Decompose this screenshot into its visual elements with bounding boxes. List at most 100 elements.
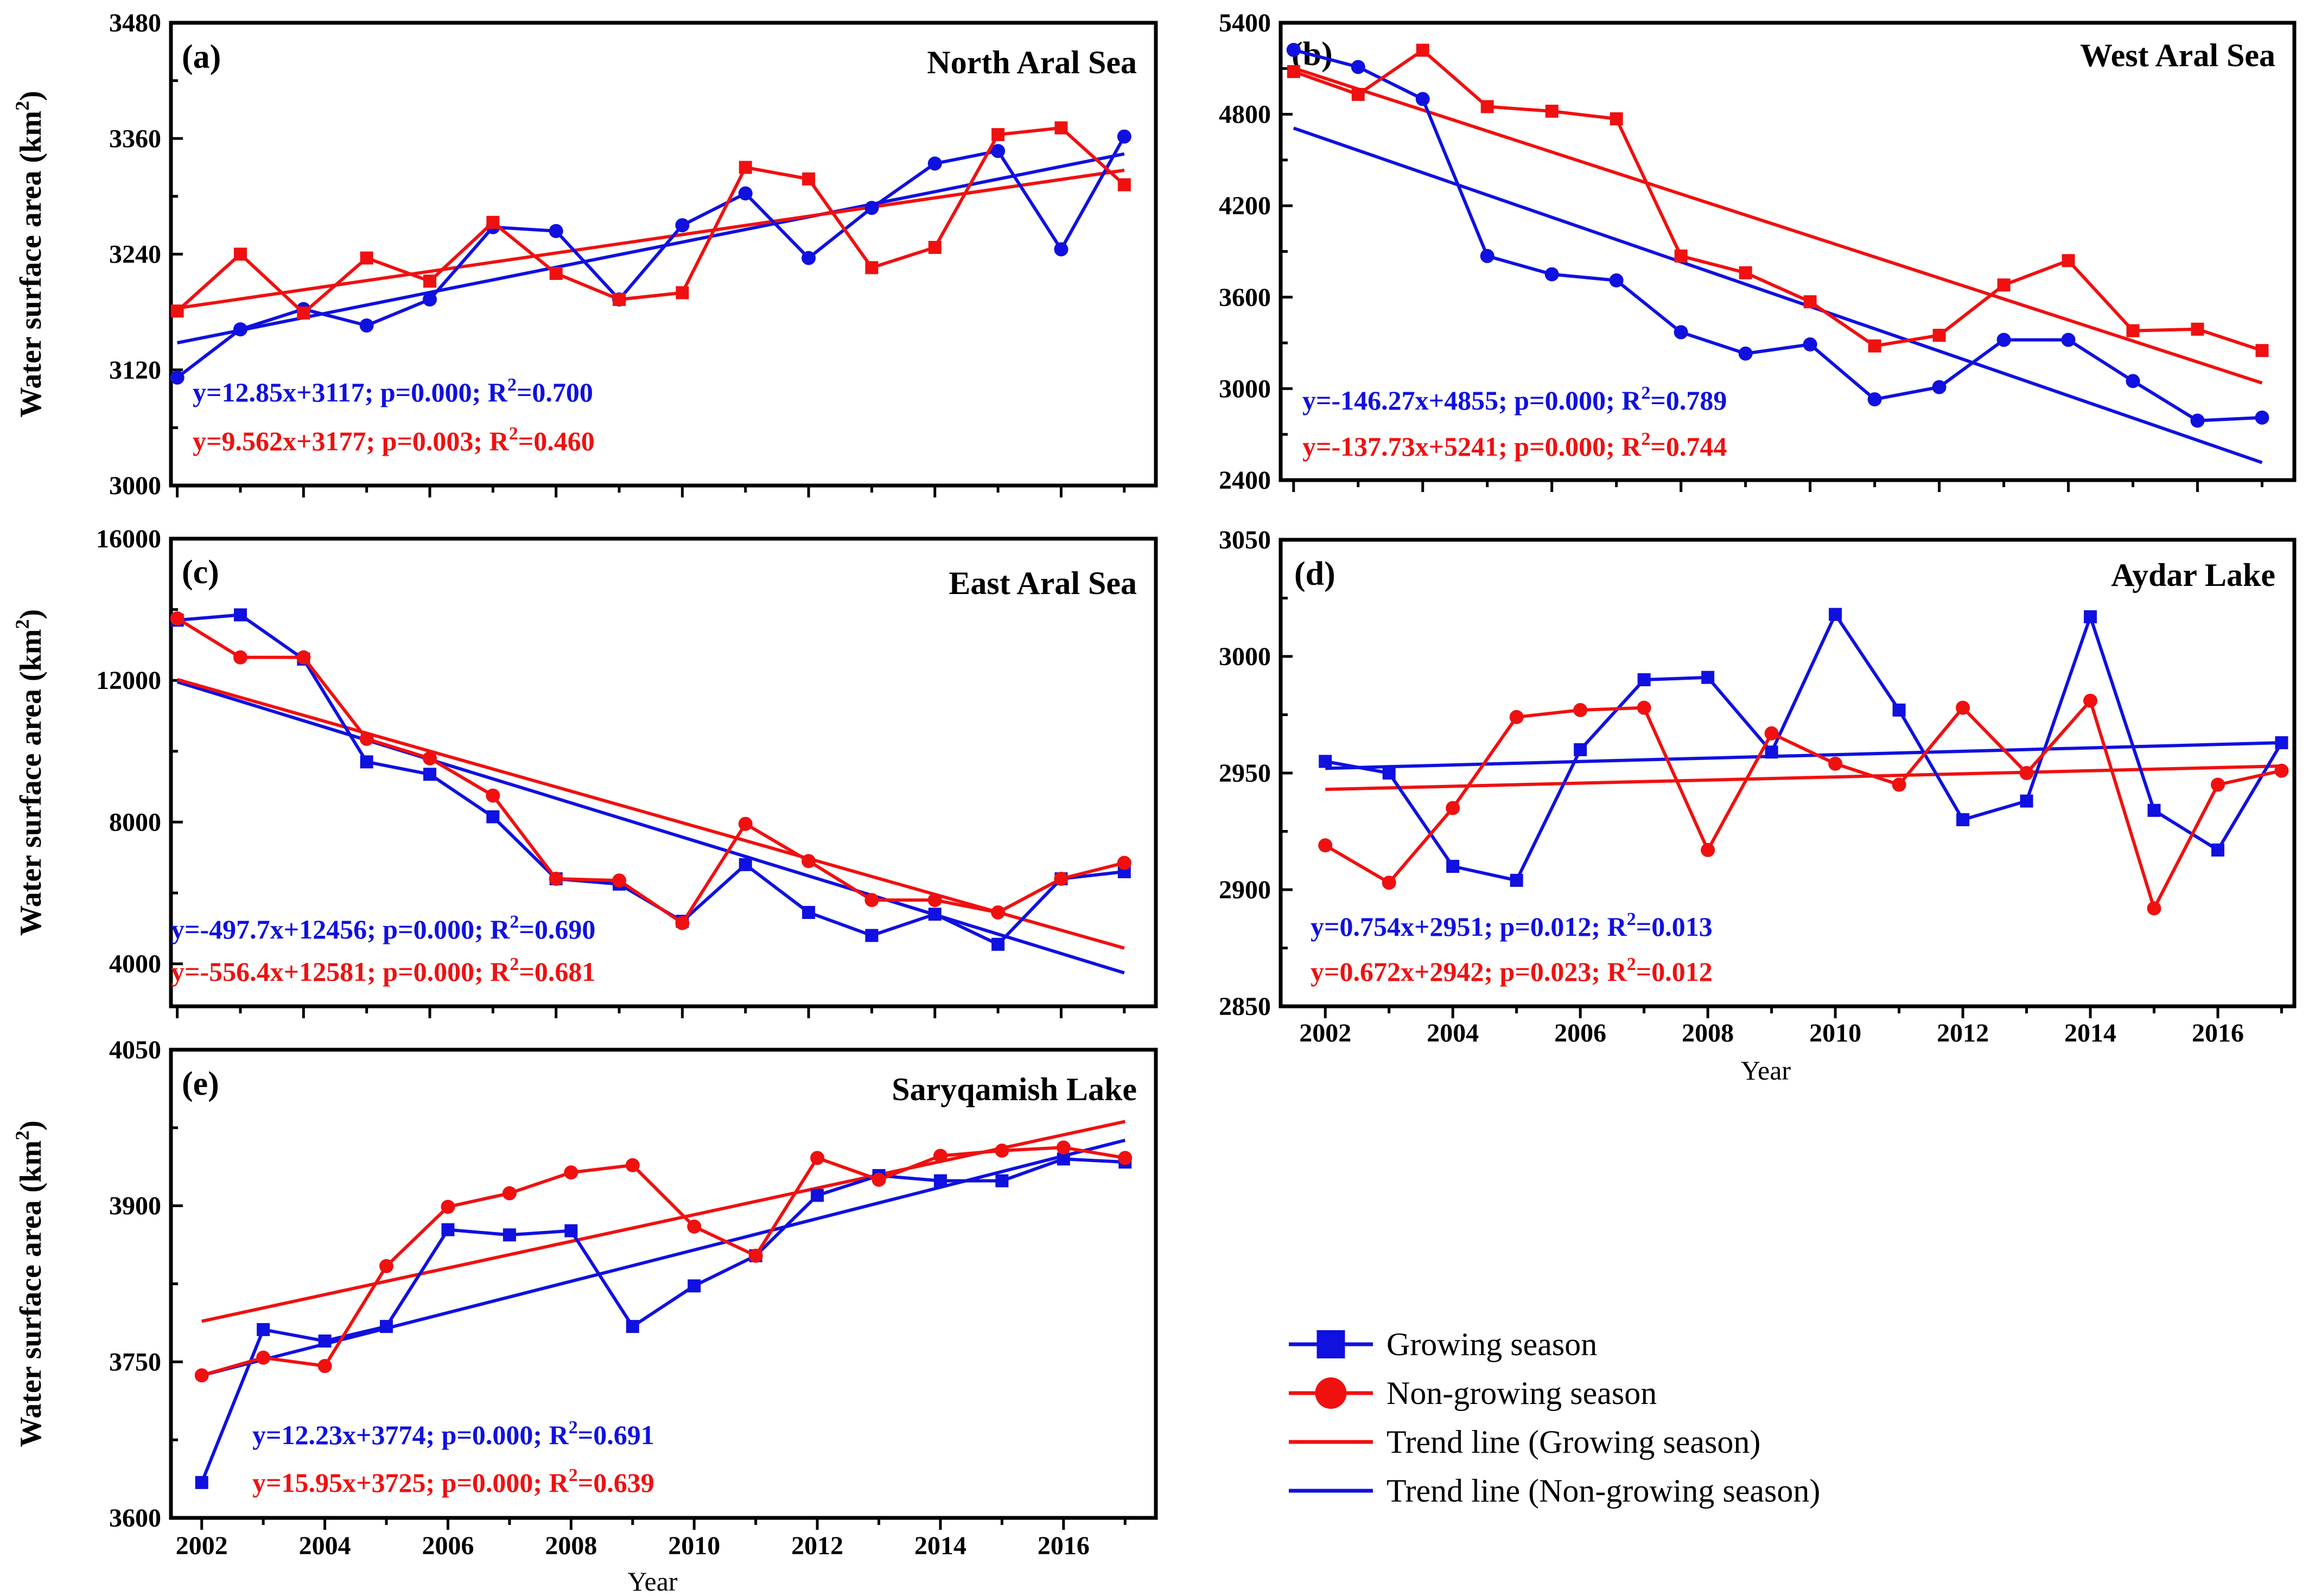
panel-a-point-blue (549, 224, 563, 238)
panel-d-series-line-red (1324, 699, 2282, 910)
panel-e-ytick-label: 3600 (109, 1504, 161, 1533)
equation-sup: 2 (569, 1418, 578, 1438)
panel-b-point-blue (2190, 413, 2205, 428)
panel-a-point-blue (359, 318, 374, 333)
panel-e: 3600 3750 3900 4050 2002 2004 2006 2008 2010 2012… (11, 1036, 1158, 1596)
panel-c-point-red (991, 905, 1006, 920)
panel-d-ytick-label: 2900 (1219, 876, 1271, 904)
panel-a-point-red (739, 161, 752, 174)
panel-c-series-line-blue (177, 613, 1125, 946)
panel-e-xtick-label: 2002 (176, 1531, 228, 1560)
panel-b-trend-line-red (1293, 66, 2263, 385)
panel-d-point-blue (1574, 743, 1587, 756)
panel-b-point-blue (2126, 374, 2140, 388)
panel-d-point-blue (2020, 794, 2033, 808)
panel-d-point-blue (1382, 767, 1396, 780)
panel-c-point-red (927, 893, 942, 908)
panel-b-point-blue (2061, 333, 2076, 347)
panel-e-point-blue (995, 1174, 1009, 1188)
panel-e-title: Saryqamish Lake (892, 1071, 1137, 1107)
panel-d-ytick-label: 2850 (1219, 992, 1271, 1021)
panel-b-point-red (1416, 43, 1429, 57)
y-axis-label-close: ) (14, 1120, 48, 1131)
panel-b-point-red (1610, 112, 1623, 126)
equation-value: =0.700 (517, 377, 593, 407)
panel-e-series-line-blue (200, 1157, 1125, 1483)
panel-c-y-axis-label: Water surface area (km2) (11, 609, 48, 936)
panel-b-point-blue (1674, 325, 1688, 340)
panel-e-point-red (872, 1172, 886, 1187)
panel-d-trend-line-red (1325, 764, 2282, 791)
panel-a-point-red (865, 261, 879, 274)
panel-e-point-blue (933, 1174, 947, 1188)
panel-a-ytick-label: 3120 (109, 356, 161, 385)
y-axis-label-sup: 2 (11, 620, 33, 629)
panel-b-point-blue (1738, 346, 1753, 361)
panel-c-equation-red: y=-556.4x+12581; p=0.000; R2=0.681 (171, 954, 595, 987)
panel-d-point-red (1446, 801, 1460, 815)
panel-e-point-red (1118, 1151, 1133, 1165)
panel-c-equation-blue: y=-497.7x+12456; p=0.000; R2=0.690 (171, 912, 595, 944)
panel-d-point-blue (1892, 703, 1906, 717)
equation-sup: 2 (569, 1465, 578, 1485)
panel-a-series-line-red (176, 126, 1125, 315)
panel-d-equation-red: y=0.672x+2942; p=0.023; R2=0.012 (1311, 954, 1713, 987)
equation-text: y=0.754x+2951; p=0.012; R (1311, 911, 1627, 942)
panel-c-ytick-label: 8000 (109, 808, 161, 837)
legend-label: Trend line (Non-growing season) (1386, 1473, 1820, 1509)
panel-a-point-blue (170, 370, 185, 385)
panel-a-point-red (991, 128, 1005, 142)
panel-e-point-red (256, 1350, 271, 1365)
equation-text: y=-497.7x+12456; p=0.000; R (171, 914, 510, 944)
legend-item-1: Non-growing season (1289, 1375, 1657, 1411)
panel-b-title: West Aral Sea (2080, 37, 2275, 73)
panel-a-equation-blue: y=12.85x+3117; p=0.000; R2=0.700 (193, 375, 593, 407)
panel-a-point-red (613, 293, 626, 307)
panel-e-point-red (625, 1158, 640, 1172)
panel-a-point-blue (1117, 129, 1131, 144)
equation-value: =0.012 (1636, 956, 1713, 987)
panel-c-point-red (864, 893, 879, 908)
panel-b-point-red (1739, 266, 1752, 279)
panel-a-point-red (170, 304, 184, 318)
panel-e-xtick-label: 2012 (791, 1531, 843, 1560)
panel-c-trend-line-blue (176, 680, 1125, 975)
panel-b-ytick-label: 3000 (1219, 374, 1271, 403)
equation-value: =0.690 (519, 914, 595, 944)
panel-d-point-blue (2211, 843, 2225, 857)
panel-e-y-axis-label: Water surface area (km2) (11, 1120, 48, 1447)
panel-d-point-blue (1829, 608, 1842, 621)
panel-b-point-red (1674, 249, 1688, 263)
panel-e-point-red (194, 1368, 209, 1383)
panel-a-point-red (360, 251, 373, 265)
panel-d-point-red (2083, 693, 2098, 708)
panel-e-point-blue (441, 1223, 455, 1236)
panel-e-point-blue (380, 1320, 393, 1333)
panel-c-tag: (c) (182, 554, 219, 591)
panel-d-xtick-label: 2006 (1554, 1019, 1606, 1048)
panel-e-point-blue (564, 1224, 578, 1237)
panel-d-point-red (1637, 700, 1651, 715)
panel-c-ytick-label: 16000 (96, 525, 161, 553)
panel-a-frame (169, 21, 1158, 488)
panel-d-point-blue (1446, 860, 1460, 873)
panel-c-series-line-red (176, 617, 1125, 925)
panel-c-point-red (1117, 856, 1131, 870)
panel-c-title: East Aral Sea (949, 565, 1137, 601)
panel-b-ytick-label: 5400 (1219, 9, 1271, 37)
panel-b-ytick-label: 4800 (1219, 100, 1271, 129)
panel-c-ytick-label: 4000 (109, 950, 161, 979)
panel-e-point-red (317, 1359, 332, 1374)
panel-e-ytick-label: 3750 (109, 1348, 161, 1376)
panel-a-point-blue (675, 218, 690, 233)
panel-a-point-blue (991, 144, 1006, 158)
legend-label: Trend line (Growing season) (1386, 1424, 1760, 1460)
equation-text: y=15.95x+3725; p=0.000; R (252, 1467, 569, 1498)
panel-a-point-blue (864, 201, 879, 215)
panel-d-point-blue (1765, 745, 1778, 759)
legend-item-0: Growing season (1289, 1326, 1597, 1362)
panel-c-point-red (233, 650, 247, 665)
panel-a-point-red (928, 241, 942, 254)
panel-c-point-red (423, 751, 437, 765)
